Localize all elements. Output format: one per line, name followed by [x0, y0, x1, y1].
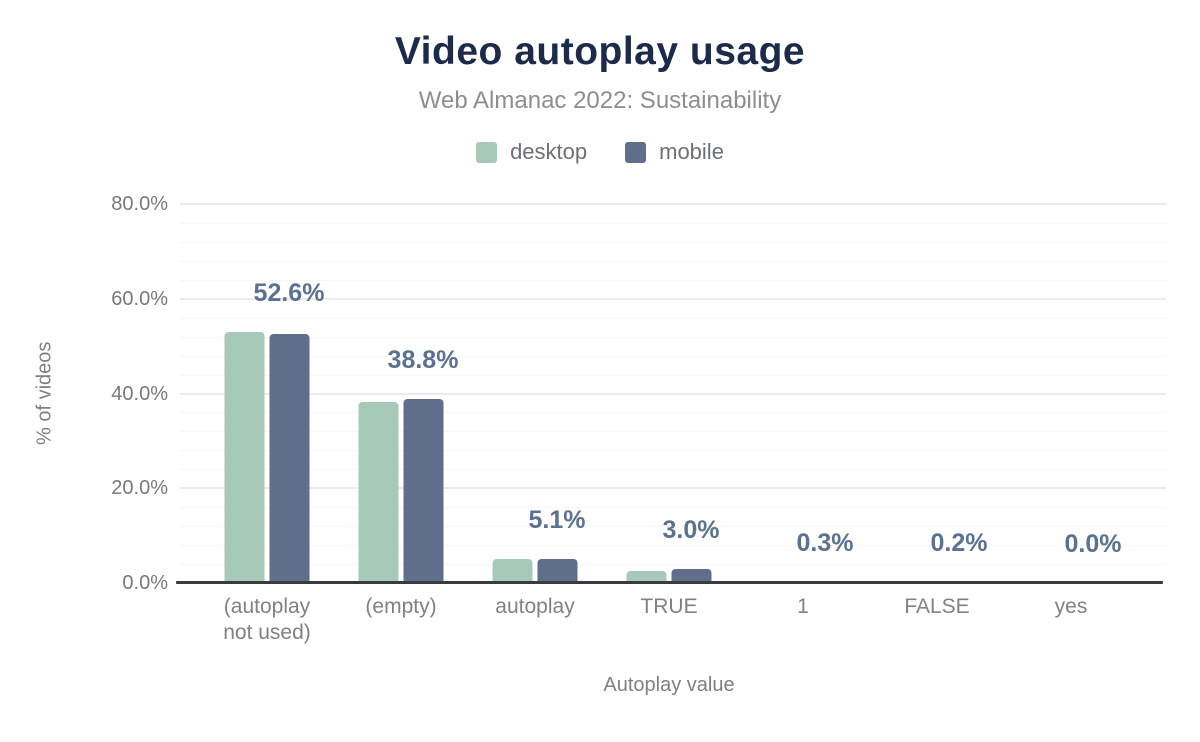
bar-group: 5.1%: [468, 204, 602, 583]
x-tick-label: (empty): [365, 594, 436, 646]
y-tick-label: 0.0%: [58, 571, 168, 595]
bar-pair: [493, 559, 578, 583]
bar-group: 52.6%: [200, 204, 334, 583]
x-tick-label: autoplay: [495, 594, 574, 646]
x-tick-label: FALSE: [904, 594, 969, 646]
x-tick-cell: yes: [1004, 594, 1138, 646]
bars-row: 52.6% 38.8% 5.1% 3.0% 0.3% 0.2% 0.0%: [200, 204, 1138, 583]
bar-mobile: [404, 399, 444, 583]
legend-label-desktop: desktop: [510, 139, 587, 165]
x-tick-label: TRUE: [640, 594, 697, 646]
x-tick-cell: FALSE: [870, 594, 1004, 646]
y-axis-title: % of videos: [32, 204, 58, 583]
bar-group: 3.0%: [602, 204, 736, 583]
legend: desktop mobile: [476, 139, 724, 165]
bar-desktop: [359, 402, 399, 583]
bar-value-label: 5.1%: [529, 507, 586, 533]
mobile-swatch-icon: [625, 142, 646, 163]
bar-value-label: 0.2%: [931, 530, 988, 556]
x-tick-label: 1: [797, 594, 809, 646]
chart: Video autoplay usage Web Almanac 2022: S…: [0, 0, 1200, 742]
y-tick-label: 40.0%: [58, 382, 168, 406]
bar-group: 0.3%: [736, 204, 870, 583]
x-tick-cell: autoplay: [468, 594, 602, 646]
bar-value-label: 38.8%: [388, 347, 459, 373]
y-tick-label: 80.0%: [58, 192, 168, 216]
x-axis-ticks: (autoplay not used) (empty) autoplay TRUE 1 F…: [200, 594, 1138, 646]
bar-pair: [225, 332, 310, 583]
legend-item-mobile: mobile: [625, 139, 724, 165]
bar-group: 38.8%: [334, 204, 468, 583]
x-axis-title: Autoplay value: [200, 674, 1138, 697]
bar-value-label: 0.0%: [1065, 531, 1122, 557]
chart-subtitle: Web Almanac 2022: Sustainability: [0, 87, 1200, 115]
bar-group: 0.2%: [870, 204, 1004, 583]
bar-group: 0.0%: [1004, 204, 1138, 583]
bar-value-label: 0.3%: [797, 530, 854, 556]
desktop-swatch-icon: [476, 142, 497, 163]
chart-header: Video autoplay usage Web Almanac 2022: S…: [0, 30, 1200, 168]
bar-mobile: [538, 559, 578, 583]
x-axis-line: [176, 581, 1163, 584]
bar-desktop: [225, 332, 265, 583]
x-tick-cell: (empty): [334, 594, 468, 646]
legend-item-desktop: desktop: [476, 139, 587, 165]
x-tick-label: (autoplay not used): [208, 594, 326, 646]
legend-label-mobile: mobile: [659, 139, 724, 165]
plot-area: 52.6% 38.8% 5.1% 3.0% 0.3% 0.2% 0.0%: [200, 204, 1138, 583]
bar-value-label: 3.0%: [663, 517, 720, 543]
x-tick-cell: TRUE: [602, 594, 736, 646]
x-tick-cell: 1: [736, 594, 870, 646]
x-tick-cell: (autoplay not used): [200, 594, 334, 646]
y-tick-label: 20.0%: [58, 476, 168, 500]
bar-value-label: 52.6%: [254, 280, 325, 306]
chart-title: Video autoplay usage: [0, 30, 1200, 74]
bar-desktop: [493, 559, 533, 583]
bar-mobile: [270, 334, 310, 583]
x-tick-label: yes: [1055, 594, 1088, 646]
y-tick-label: 60.0%: [58, 287, 168, 311]
bar-pair: [359, 399, 444, 583]
y-axis-ticks: 0.0%20.0%40.0%60.0%80.0%: [58, 204, 168, 583]
